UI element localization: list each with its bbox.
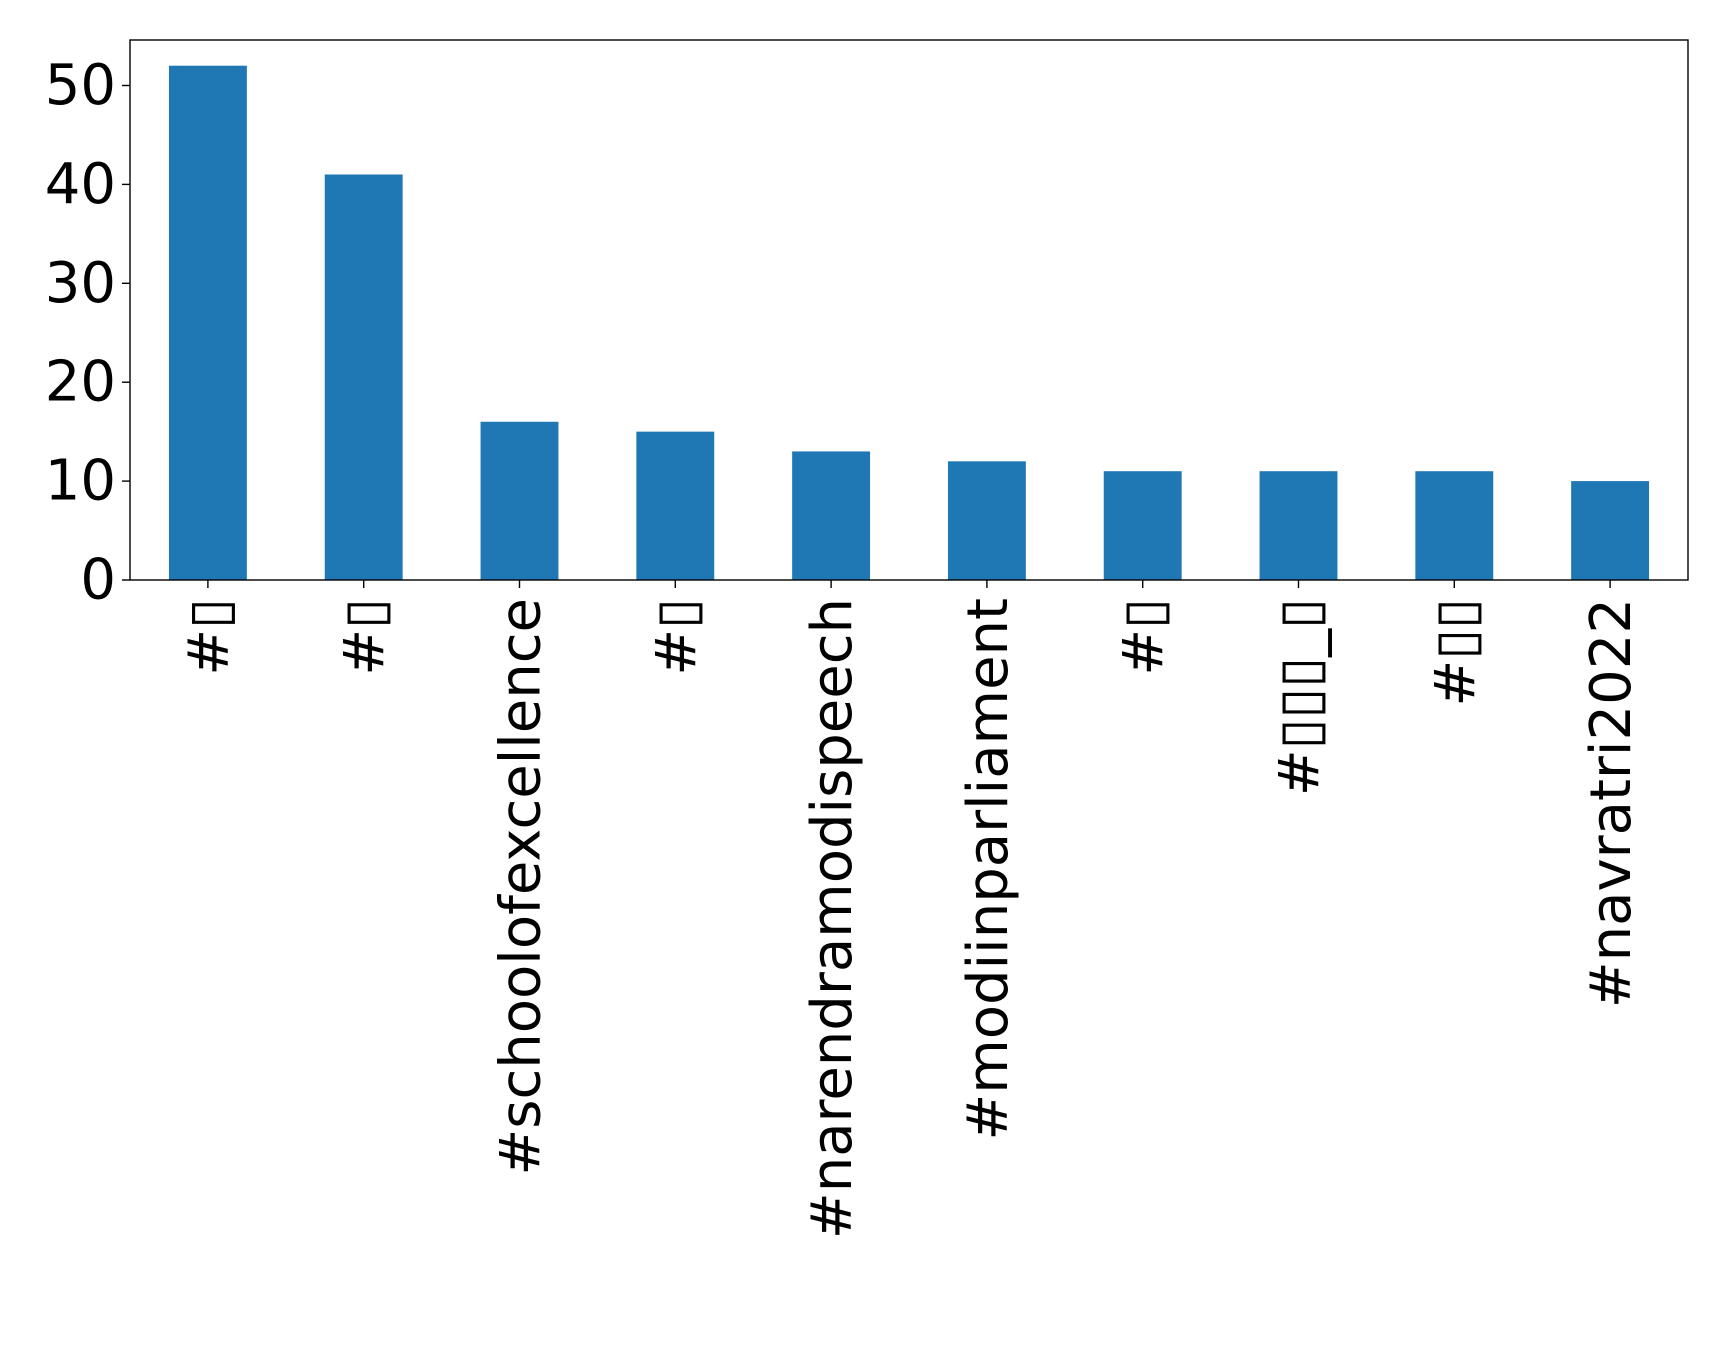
x-tick-label: #navratri2022 — [1579, 598, 1644, 1008]
x-tick-label: #▯ — [644, 598, 709, 676]
plot-frame — [129, 39, 1689, 581]
x-tick-label: #▯▯ — [1423, 598, 1488, 707]
x-tick-label: #▯ — [177, 598, 242, 676]
y-tick-label: 10 — [45, 449, 116, 514]
bar-3 — [636, 431, 715, 580]
bar-1 — [324, 174, 403, 580]
x-tick-label: #▯ — [1112, 598, 1177, 676]
bar-0 — [168, 65, 247, 580]
bar-7 — [1259, 471, 1338, 580]
x-tick-label: #▯▯▯_▯ — [1268, 598, 1333, 796]
y-tick-label: 50 — [45, 53, 116, 118]
bar-2 — [480, 421, 559, 580]
y-tick-label: 30 — [45, 251, 116, 316]
y-tick-label: 40 — [45, 152, 116, 217]
x-tick-label: #narendramodispeech — [800, 598, 865, 1239]
x-axis: #▯ #▯ #schoolofexcellence #▯ #narendramodisp… — [177, 580, 1644, 1239]
y-tick-label: 20 — [45, 350, 116, 415]
x-tick-label: #modiinparliament — [956, 598, 1021, 1141]
x-tick-label: #▯ — [333, 598, 398, 676]
bar-9 — [1571, 481, 1650, 580]
x-tick-label: #schoolofexcellence — [489, 598, 554, 1176]
y-tick-label: 0 — [80, 548, 116, 613]
bar-4 — [792, 451, 871, 580]
bar-6 — [1103, 471, 1182, 580]
bars-layer — [168, 65, 1650, 580]
y-axis: 0 10 20 30 40 50 — [45, 53, 130, 613]
bar-8 — [1415, 471, 1494, 580]
bar-5 — [947, 461, 1026, 580]
